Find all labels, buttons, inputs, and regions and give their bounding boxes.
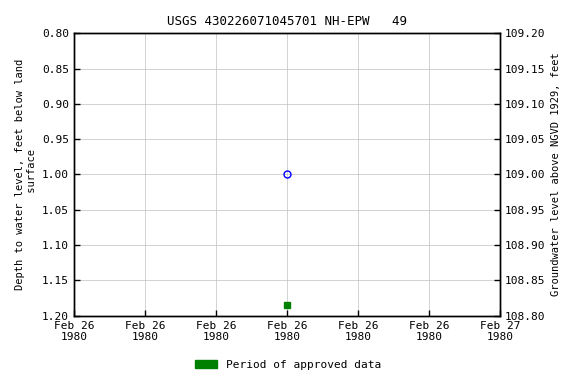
Y-axis label: Depth to water level, feet below land
 surface: Depth to water level, feet below land su… [15, 59, 37, 290]
Legend: Period of approved data: Period of approved data [191, 356, 385, 375]
Title: USGS 430226071045701 NH-EPW   49: USGS 430226071045701 NH-EPW 49 [167, 15, 407, 28]
Y-axis label: Groundwater level above NGVD 1929, feet: Groundwater level above NGVD 1929, feet [551, 53, 561, 296]
